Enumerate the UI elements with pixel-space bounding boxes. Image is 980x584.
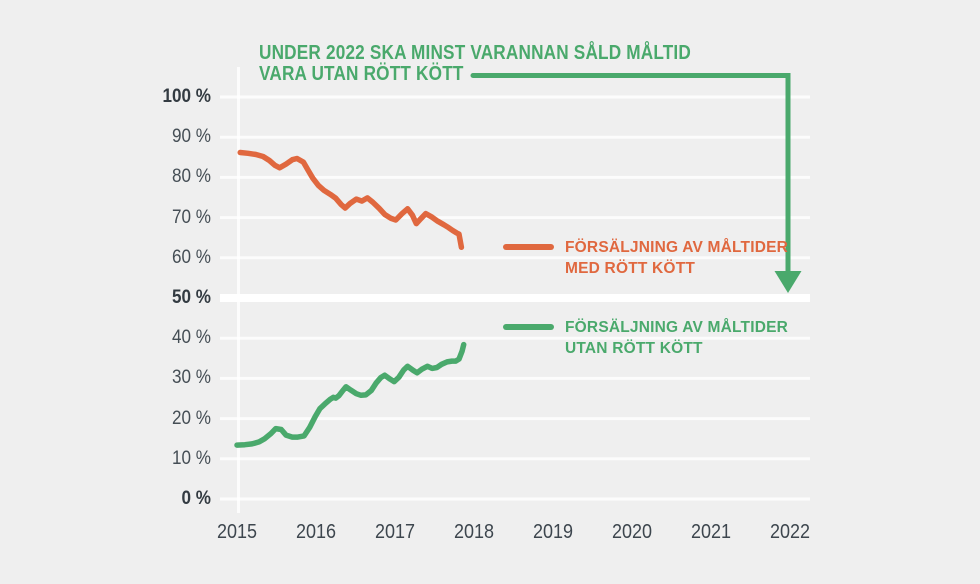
legend-item-med-rott-kott: FÖRSÄLJNING AV MÅLTIDER MED RÖTT KÖTT [503, 238, 788, 279]
chart-title-line2: VARA UTAN RÖTT KÖTT [259, 63, 464, 85]
goal-arrow-head-icon [774, 271, 802, 293]
y-tick-label-100: 100 % [162, 86, 211, 107]
legend-swatch-med-rott-kott-icon [503, 244, 554, 250]
legend-label-med-rott-kott-line2: MED RÖTT KÖTT [565, 259, 696, 277]
x-tick-label-2019: 2019 [532, 521, 574, 543]
y-tick-label-90: 90 % [172, 126, 211, 148]
y-tick-label-30: 30 % [172, 367, 211, 389]
y-tick-label-60: 60 % [172, 246, 211, 268]
gridlines [220, 67, 810, 513]
y-tick-label-50: 50 % [172, 287, 211, 308]
y-tick-label-20: 20 % [172, 407, 211, 429]
legend-label-utan-rott-kott-line2: UTAN RÖTT KÖTT [565, 339, 703, 357]
series-lines [234, 149, 467, 448]
legend-label-med-rott-kott-line1: FÖRSÄLJNING AV MÅLTIDER [565, 239, 789, 256]
y-tick-label-80: 80 % [172, 166, 211, 188]
x-tick-label-2021: 2021 [690, 521, 732, 543]
y-tick-label-40: 40 % [172, 327, 211, 349]
x-tick-label-2020: 2020 [611, 521, 653, 543]
y-tick-label-10: 10 % [172, 447, 211, 469]
series-line-med-rott-kott [237, 149, 465, 251]
y-tick-label-0: 0 % [181, 488, 211, 509]
x-tick-label-2017: 2017 [374, 521, 416, 543]
legend-swatch-utan-rott-kott-icon [503, 324, 554, 330]
x-tick-label-2016: 2016 [295, 521, 337, 543]
chart-title-line1: UNDER 2022 SKA MINST VARANNAN SÅLD MÅLTI… [259, 42, 691, 64]
series-line-utan-rott-kott [234, 341, 467, 448]
x-tick-label-2018: 2018 [453, 521, 495, 543]
goal-arrow-icon [470, 73, 802, 293]
legend-label-utan-rott-kott-line1: FÖRSÄLJNING AV MÅLTIDER [565, 319, 789, 336]
legend-item-utan-rott-kott: FÖRSÄLJNING AV MÅLTIDER UTAN RÖTT KÖTT [503, 318, 788, 359]
chart-title: UNDER 2022 SKA MINST VARANNAN SÅLD MÅLTI… [259, 43, 761, 85]
x-tick-label-2015: 2015 [216, 521, 258, 543]
y-tick-label-70: 70 % [172, 206, 211, 228]
x-tick-label-2022: 2022 [769, 521, 811, 543]
goal-arrow-line [470, 73, 791, 275]
